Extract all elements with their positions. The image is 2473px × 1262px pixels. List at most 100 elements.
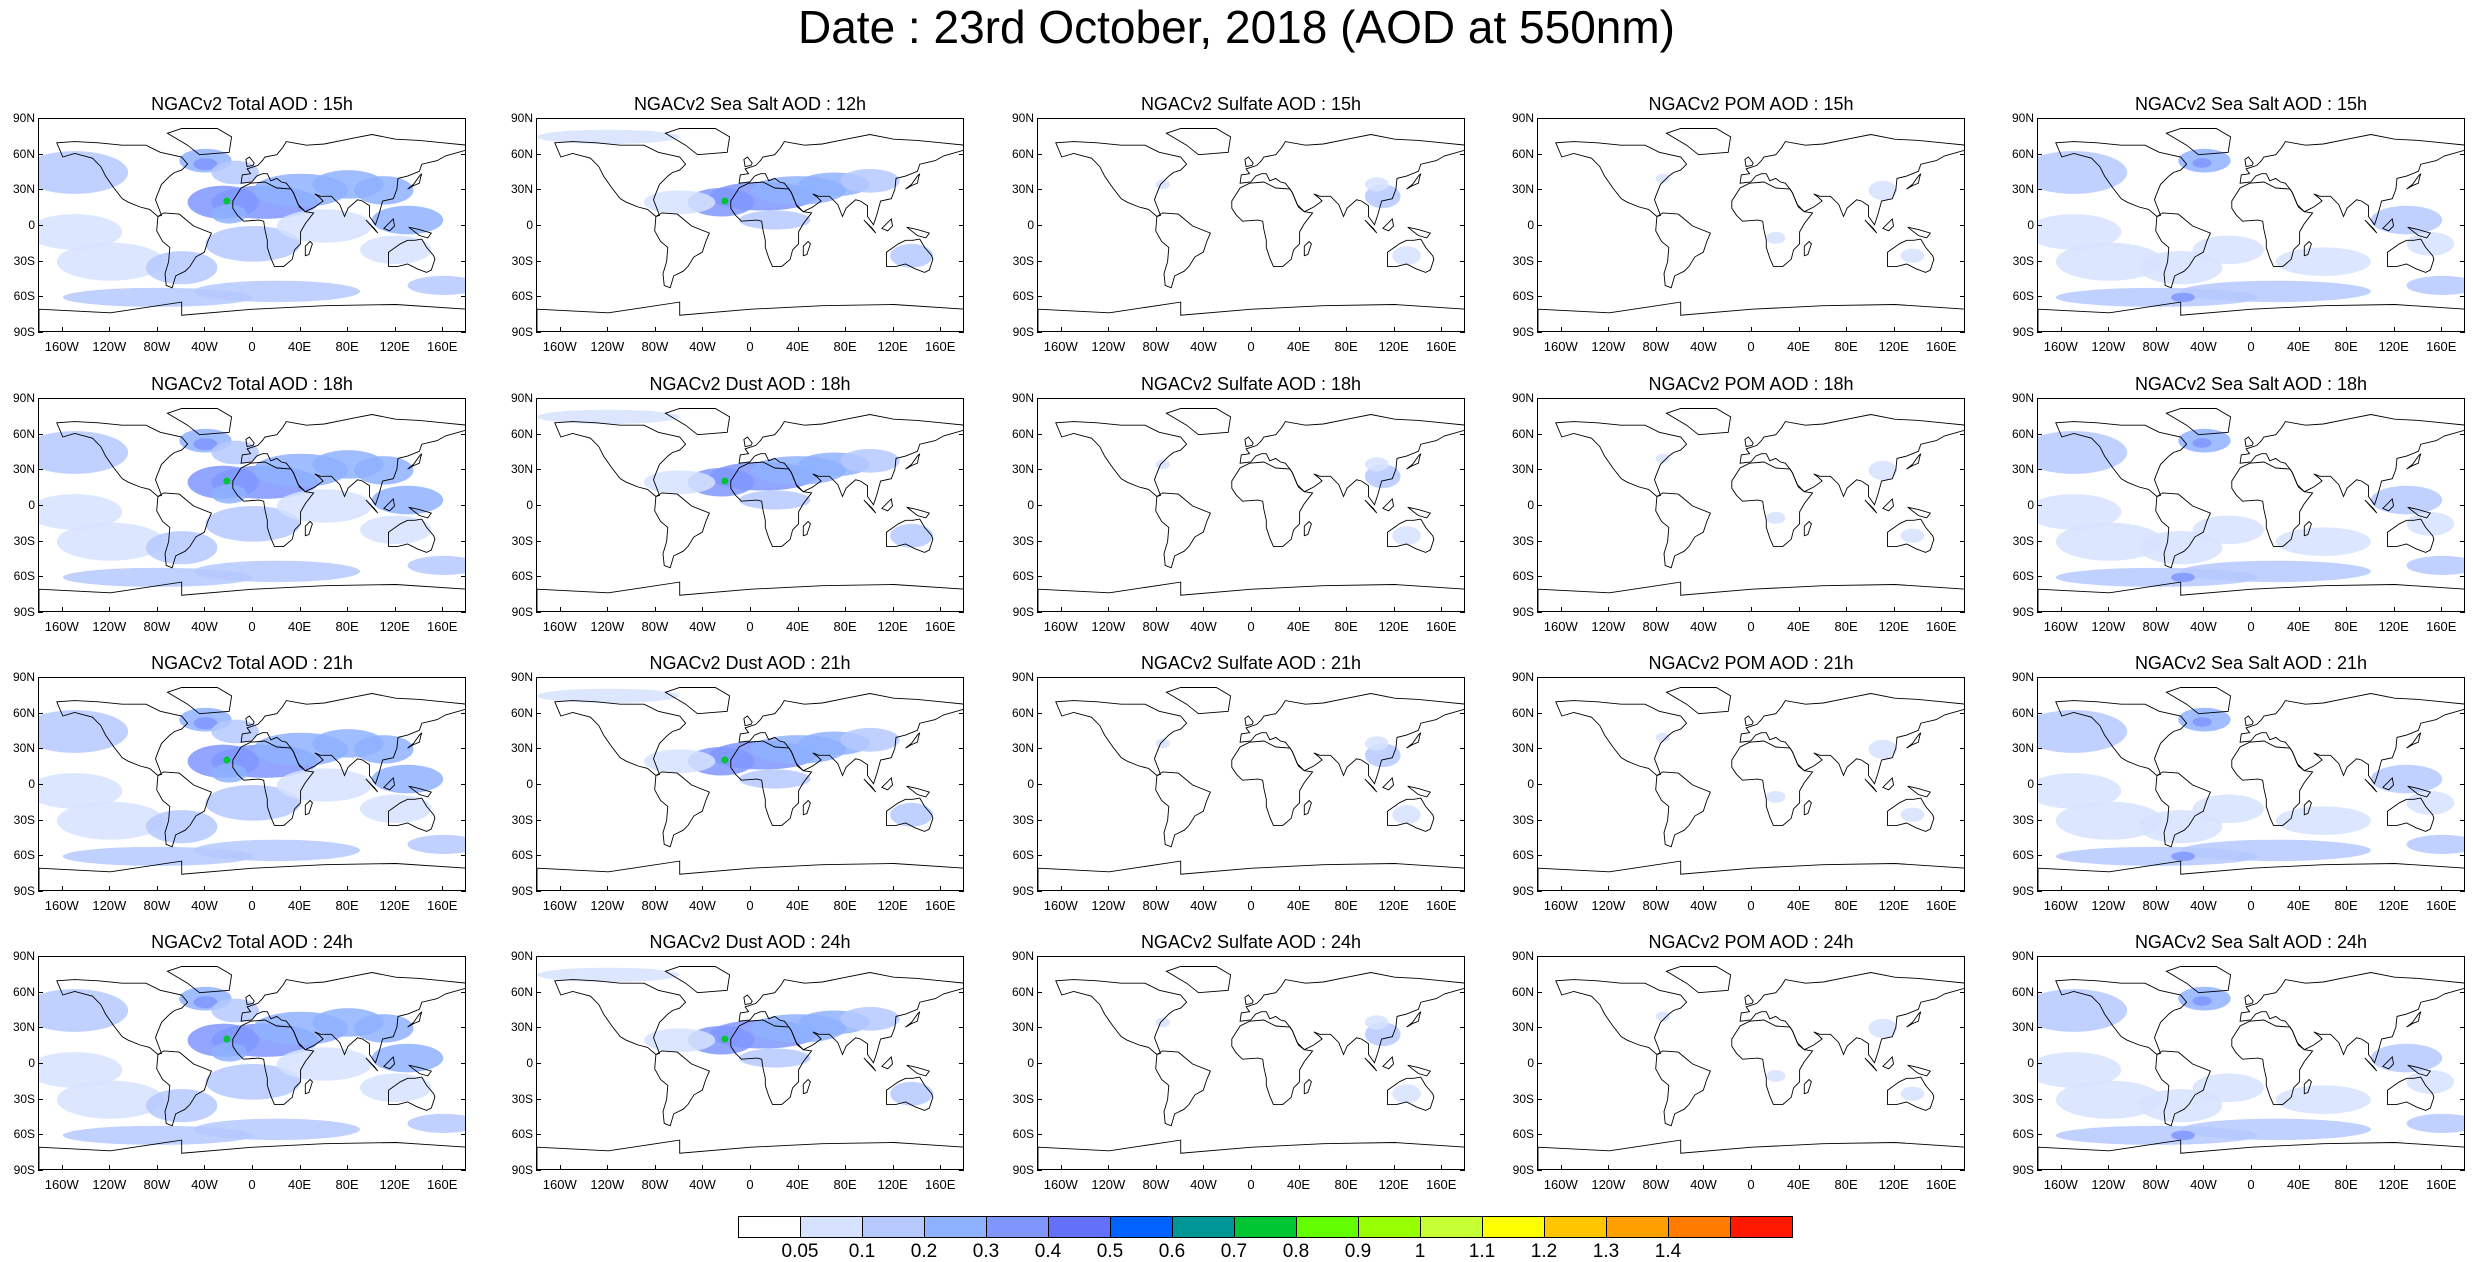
lat-tick-label: 0 (2027, 777, 2034, 791)
lat-tick (1037, 576, 1042, 578)
lat-tick (1460, 784, 1465, 785)
lon-tick-label: 0 (2247, 898, 2255, 913)
lat-tick (1037, 1098, 1042, 1100)
panel-title: NGACv2 Sea Salt AOD : 18h (2134, 374, 2368, 394)
lon-tick-label: 160W (2043, 1177, 2078, 1192)
lat-tick (2460, 891, 2465, 892)
lon-tick (61, 607, 63, 612)
coastline (1244, 156, 1254, 168)
aod-shading (205, 506, 301, 542)
lon-tick (156, 1165, 158, 1170)
figure-title: Date : 23rd October, 2018 (AOD at 550nm) (797, 1, 1675, 53)
lat-tick-label: 90S (13, 605, 35, 619)
aod-shading (2406, 1069, 2455, 1094)
coastline (2055, 421, 2188, 498)
aod-shading (2406, 511, 2455, 536)
lat-tick (2460, 1063, 2465, 1064)
lat-tick-label: 0 (526, 777, 533, 791)
aod-shading (407, 275, 465, 295)
coastline (886, 238, 934, 273)
aod-shading (2038, 151, 2128, 194)
lat-tick (2037, 576, 2042, 578)
lon-tick-label: 0 (1747, 1177, 1755, 1192)
aod-shading (2192, 717, 2212, 727)
coastline (156, 771, 212, 848)
coastline (1165, 408, 1232, 436)
lon-tick (750, 886, 751, 891)
lon-tick (1941, 327, 1943, 332)
aod-shading (537, 409, 680, 424)
lat-tick-label: 30S (1012, 533, 1034, 548)
coastline (1239, 134, 1464, 226)
aod-shading (2055, 242, 2163, 281)
lon-tick-label: 80E (2334, 898, 2358, 913)
lon-tick-label: 160E (427, 619, 458, 634)
coastline (743, 715, 753, 727)
lon-tick-label: 0 (1247, 339, 1255, 354)
coastline (1239, 972, 1464, 1064)
lat-tick (461, 153, 466, 155)
lat-tick (461, 332, 466, 333)
coastline (1887, 518, 1935, 553)
lon-tick (1703, 1165, 1705, 1170)
lat-tick (38, 225, 43, 226)
lat-tick (461, 296, 466, 298)
lat-tick-label: 0 (526, 498, 533, 512)
lat-tick (2460, 991, 2465, 993)
lat-tick-label: 30N (12, 741, 35, 756)
lat-tick (1037, 712, 1042, 714)
lon-tick-label: 160E (925, 619, 956, 634)
lat-tick-label: 90N (12, 670, 35, 684)
coastline (1155, 212, 1211, 289)
coastline (881, 776, 893, 791)
panel-title: NGACv2 Sea Salt AOD : 15h (2134, 94, 2368, 114)
lat-tick-label: 30S (13, 1091, 35, 1106)
lon-tick (892, 607, 894, 612)
lon-tick (299, 1165, 301, 1170)
lon-tick (204, 886, 206, 891)
lon-tick-label: 40E (287, 898, 312, 913)
lat-tick (2460, 505, 2465, 506)
lat-tick-label: 90N (1511, 111, 1534, 125)
coastline (383, 1055, 395, 1070)
colorbar-swatch (1110, 1216, 1173, 1238)
colorbar-swatch (1048, 1216, 1111, 1238)
lat-tick-label: 90N (12, 391, 35, 405)
lat-tick (1537, 956, 1542, 957)
lat-tick (1960, 1170, 1965, 1171)
coastline (2406, 732, 2422, 749)
lat-tick-label: 90N (1011, 111, 1034, 125)
aod-shading (354, 1014, 414, 1043)
lat-tick-label: 90N (12, 949, 35, 963)
colorbar-swatch (1234, 1216, 1297, 1238)
lat-tick-label: 60N (1011, 426, 1034, 441)
lon-tick-label: 40W (1690, 339, 1717, 354)
lat-tick (2037, 991, 2042, 993)
lon-tick-label: 120E (379, 1177, 410, 1192)
coastline (1907, 506, 1932, 519)
panel-title: NGACv2 Sea Salt AOD : 24h (2134, 932, 2368, 952)
aod-shading (2370, 485, 2443, 515)
lon-tick-label: 120W (2091, 619, 2126, 634)
lon-tick-label: 120W (92, 1177, 127, 1192)
lat-tick (1460, 748, 1465, 750)
lat-tick (1537, 1170, 1542, 1171)
aod-shading (2192, 158, 2212, 168)
lat-tick-label: 90S (1012, 325, 1034, 339)
lat-tick (1037, 433, 1042, 435)
coastline (1244, 994, 1254, 1006)
lat-tick (2460, 784, 2465, 785)
aod-shading (890, 1081, 933, 1106)
lat-tick-label: 60N (1511, 705, 1534, 720)
lat-tick-label: 90S (13, 1163, 35, 1177)
lon-tick (156, 327, 158, 332)
lon-tick (156, 886, 158, 891)
lat-tick-label: 30N (510, 182, 533, 197)
lat-tick (1537, 612, 1542, 613)
coastline (1387, 238, 1435, 273)
lat-tick (1537, 505, 1542, 506)
lat-tick (38, 1170, 43, 1171)
lon-tick-label: 80W (1642, 339, 1670, 354)
aod-shading (1655, 1011, 1670, 1022)
lat-tick (1037, 189, 1042, 191)
